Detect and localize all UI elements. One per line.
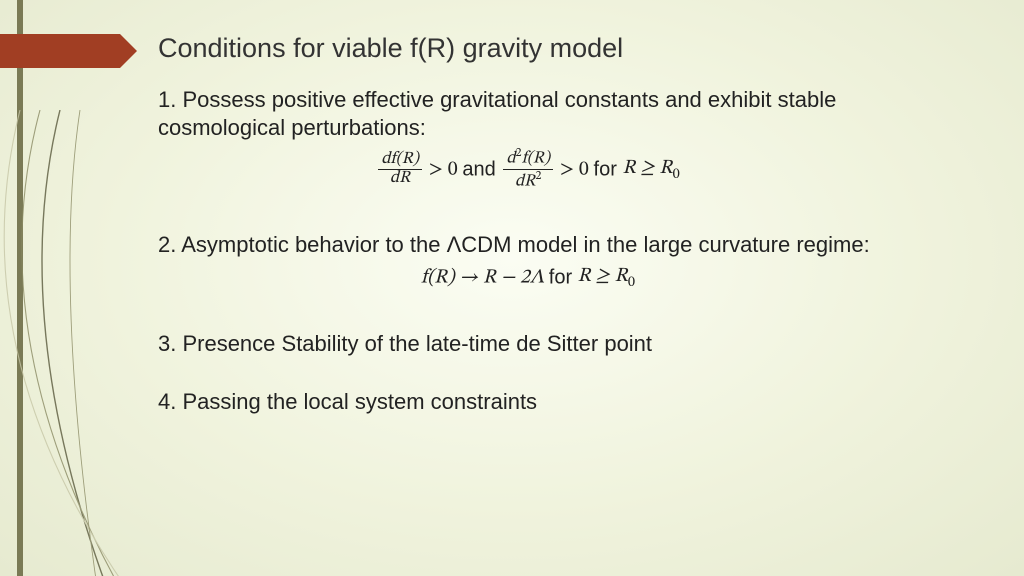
frac1-den: dR bbox=[378, 170, 422, 189]
fraction-2: d2f(R) dR2 bbox=[503, 147, 553, 193]
condition-1-equation: df(R) dR > 0 and d2f(R) dR2 > 0 for R ≥ … bbox=[158, 147, 898, 193]
gt-2: > 0 bbox=[560, 159, 589, 179]
condition-3-text: 3. Presence Stability of the late-time d… bbox=[158, 330, 898, 358]
c2-main: f(R) → R − 2Λ bbox=[421, 268, 544, 288]
frac2-num-d: d bbox=[506, 151, 515, 168]
for-text-1: for bbox=[594, 158, 623, 180]
condition-2-text: 2. Asymptotic behavior to the ΛCDM model… bbox=[158, 231, 898, 259]
slide-title: Conditions for viable f(R) gravity model bbox=[158, 33, 623, 64]
frac2-num-tail: f(R) bbox=[522, 151, 551, 168]
condition-4-text: 4. Passing the local system constraints bbox=[158, 388, 898, 416]
condition-2-equation: f(R) → R − 2Λ for R ≥ R0 bbox=[158, 264, 898, 292]
condition-2: 2. Asymptotic behavior to the ΛCDM model… bbox=[158, 231, 898, 293]
cond-2-range: R ≥ R0 bbox=[578, 266, 635, 286]
condition-4: 4. Passing the local system constraints bbox=[158, 388, 898, 416]
cond-1-range: R ≥ R0 bbox=[622, 158, 679, 178]
frac2-den-sup: 2 bbox=[535, 170, 541, 182]
condition-1: 1. Possess positive effective gravitatio… bbox=[158, 86, 898, 193]
gt-1: > 0 bbox=[429, 159, 458, 179]
frac1-num: df(R) bbox=[378, 151, 422, 171]
cond2-sub: 0 bbox=[628, 276, 635, 290]
wisp-path bbox=[42, 110, 140, 576]
condition-1-text: 1. Possess positive effective gravitatio… bbox=[158, 86, 898, 141]
slide-body: 1. Possess positive effective gravitatio… bbox=[158, 86, 898, 443]
cond1-r: R ≥ R bbox=[622, 158, 672, 178]
frac2-den-dr: dR bbox=[515, 174, 535, 191]
title-ribbon bbox=[0, 34, 120, 68]
wisp-path bbox=[70, 110, 110, 576]
fraction-1: df(R) dR bbox=[378, 151, 422, 189]
and-text: and bbox=[462, 158, 501, 180]
frac2-num: d2f(R) bbox=[503, 147, 553, 170]
condition-3: 3. Presence Stability of the late-time d… bbox=[158, 330, 898, 358]
wisp-path bbox=[22, 110, 170, 576]
frac2-den: dR2 bbox=[503, 170, 553, 192]
for-text-2: for bbox=[549, 267, 578, 289]
cond1-sub: 0 bbox=[673, 168, 680, 182]
left-accent-bar bbox=[17, 0, 23, 576]
cond2-r: R ≥ R bbox=[578, 266, 628, 286]
